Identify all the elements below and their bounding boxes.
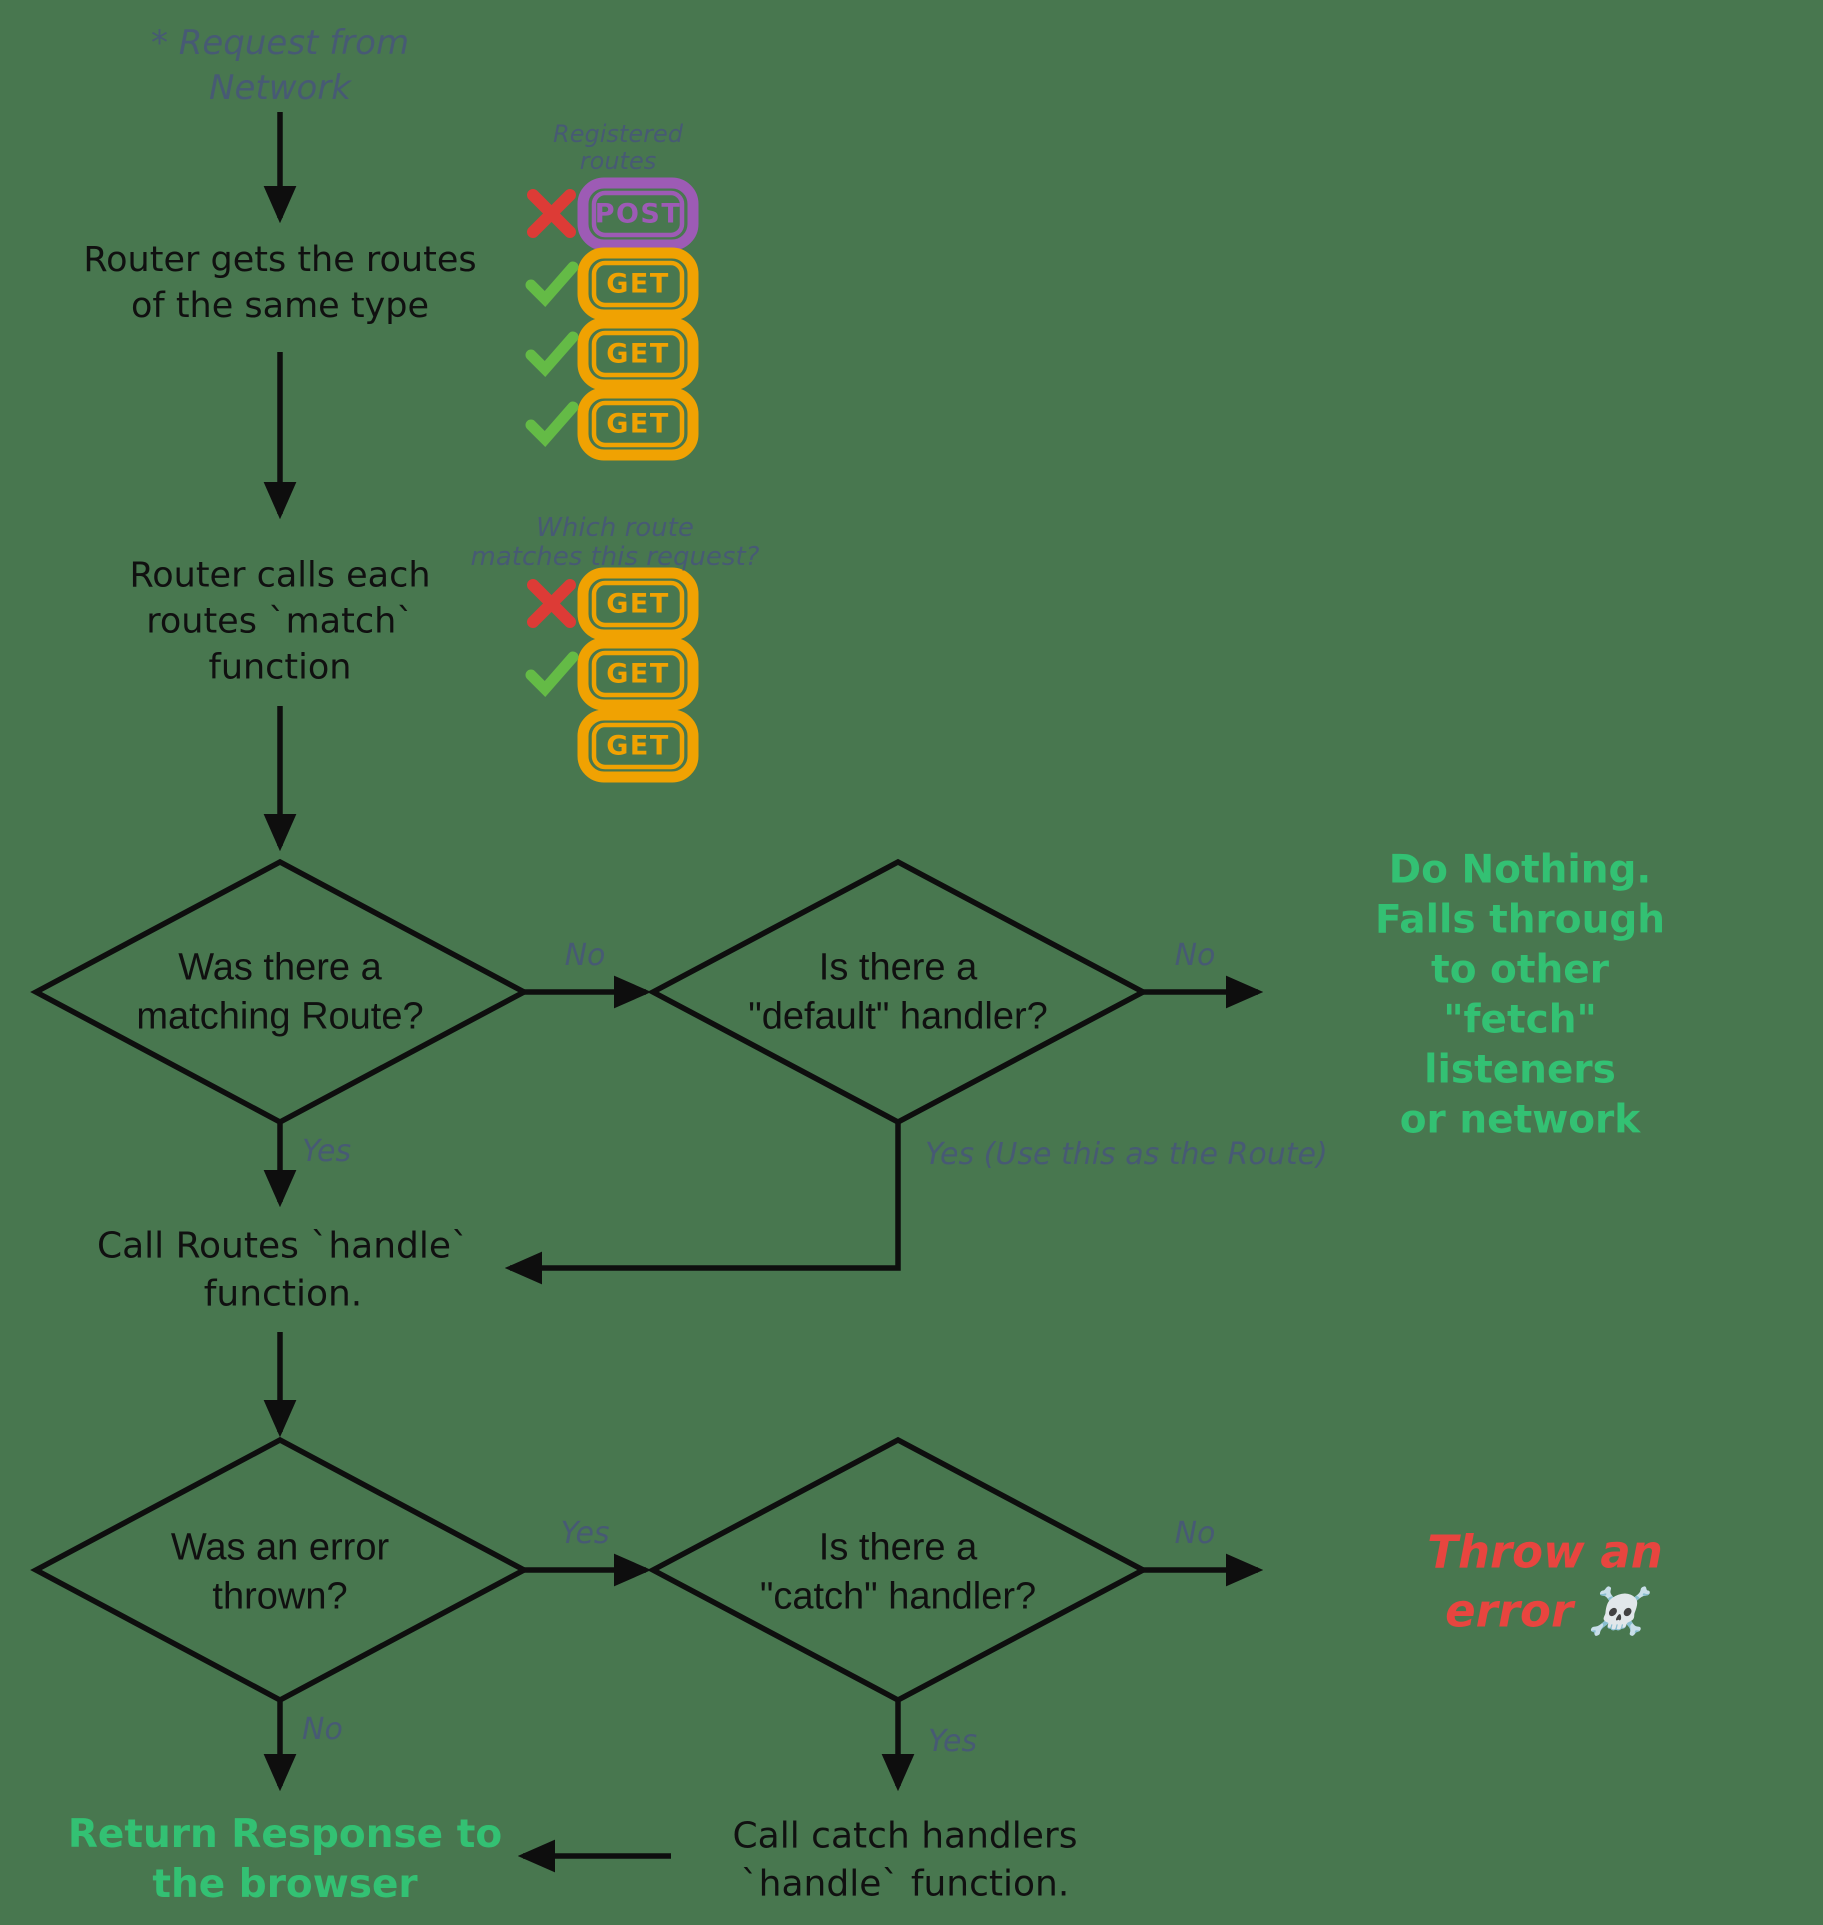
router-calls-match-step: Router calls each routes `match` functio… [129,555,431,689]
cross-icon [527,579,576,628]
route-badge-method: POST [594,198,682,230]
route-badge-outline [577,387,699,461]
throw-error-outcome: Throw an error ☠️ [1427,1525,1663,1638]
edge-label-no-default: No [1174,938,1216,974]
route-badge-outline [577,247,699,321]
do-nothing-outcome: Do Nothing. Falls through to other "fetc… [1374,847,1666,1142]
edge-label-no-error: No [302,1712,343,1748]
edge-label-yes-error: Yes [560,1516,610,1552]
check-icon [525,261,579,308]
cross-icon [527,189,576,238]
edge-label-no-catch: No [1174,1516,1216,1552]
route-badge-inner-outline [591,400,685,448]
check-icon [525,651,579,698]
route-badge-method: GET [606,338,670,370]
check-icon [525,331,579,378]
return-response-outcome: Return Response to the browser [67,1812,503,1907]
route-badge-method: GET [606,658,670,690]
route-badge-method: GET [606,408,670,440]
route-badge-outline [577,177,699,251]
is-catch-handler-question: Is there a "catch" handler? [759,1526,1037,1617]
edge-label-yes-matching: Yes [302,1134,352,1170]
call-routes-handle-step: Call Routes `handle` function. [96,1225,470,1314]
registered-routes-label: Registered routes [553,120,683,175]
route-badge-method: GET [606,268,670,300]
is-default-handler-question: Is there a "default" handler? [748,946,1048,1037]
route-badge-inner-outline [591,260,685,308]
router-gets-routes-step: Router gets the routes of the same type [83,239,477,326]
which-route-label: Which route matches this request? [470,512,760,572]
arrow-yes-use-route-elbow [504,1122,901,1285]
was-error-thrown-question: Was an error thrown? [170,1526,390,1617]
route-badge-outline [577,317,699,391]
route-badge-inner-outline [591,190,685,238]
route-badge-outline [577,567,699,641]
edge-label-yes-catch: Yes [928,1724,978,1760]
was-matching-route-question: Was there a matching Route? [136,946,424,1037]
edge-label-yes-use-route: Yes (Use this as the Route) [925,1137,1328,1173]
route-badge-inner-outline [591,580,685,628]
check-icon [525,401,579,448]
route-badge-inner-outline [591,722,685,770]
route-badge-inner-outline [591,330,685,378]
route-badge-inner-outline [591,650,685,698]
route-badge-outline [577,637,699,711]
edge-label-no-matching: No [564,938,606,974]
route-badge-outline [577,709,699,783]
call-catch-handlers-step: Call catch handlers `handle` function. [732,1815,1078,1904]
request-from-network-label: * Request from Network [150,23,410,108]
route-badge-method: GET [606,730,670,762]
route-badge-method: GET [606,588,670,620]
